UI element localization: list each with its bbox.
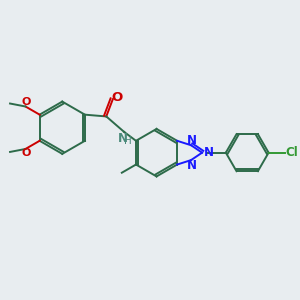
Text: H: H [124, 136, 131, 146]
Text: Cl: Cl [285, 146, 298, 159]
Text: O: O [111, 91, 123, 104]
Text: O: O [21, 148, 31, 158]
Text: N: N [187, 134, 197, 147]
Text: N: N [118, 132, 128, 145]
Text: N: N [187, 159, 197, 172]
Text: O: O [21, 97, 31, 107]
Text: N: N [204, 146, 214, 159]
